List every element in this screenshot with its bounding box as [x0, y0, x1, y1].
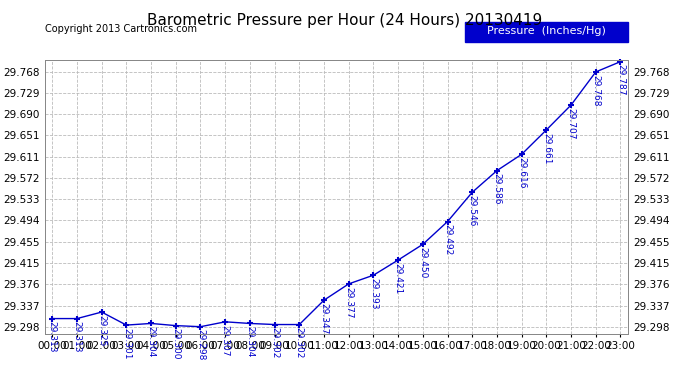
Text: 29.313: 29.313 [72, 321, 81, 353]
Pressure  (Inches/Hg) [320, 298, 328, 302]
Pressure  (Inches/Hg) [591, 70, 600, 74]
Pressure  (Inches/Hg) [518, 152, 526, 157]
Pressure  (Inches/Hg) [48, 316, 57, 321]
Pressure  (Inches/Hg) [567, 103, 575, 107]
Line: Pressure  (Inches/Hg): Pressure (Inches/Hg) [49, 58, 624, 330]
Text: 29.421: 29.421 [393, 263, 403, 294]
Text: 29.307: 29.307 [221, 325, 230, 356]
FancyBboxPatch shape [464, 22, 628, 42]
Pressure  (Inches/Hg) [172, 323, 180, 328]
Text: 29.377: 29.377 [344, 286, 353, 318]
Text: Pressure  (Inches/Hg): Pressure (Inches/Hg) [487, 26, 606, 36]
Text: 29.347: 29.347 [319, 303, 328, 334]
Text: 29.586: 29.586 [493, 173, 502, 205]
Pressure  (Inches/Hg) [369, 273, 377, 278]
Text: Barometric Pressure per Hour (24 Hours) 20130419: Barometric Pressure per Hour (24 Hours) … [148, 13, 542, 28]
Pressure  (Inches/Hg) [221, 320, 229, 324]
Text: 29.302: 29.302 [270, 327, 279, 358]
Pressure  (Inches/Hg) [147, 321, 155, 326]
Text: 29.298: 29.298 [196, 330, 205, 361]
Pressure  (Inches/Hg) [295, 322, 304, 327]
Text: 29.301: 29.301 [122, 328, 131, 359]
Pressure  (Inches/Hg) [394, 258, 402, 262]
Pressure  (Inches/Hg) [444, 219, 452, 224]
Pressure  (Inches/Hg) [468, 190, 476, 195]
Pressure  (Inches/Hg) [246, 321, 254, 326]
Pressure  (Inches/Hg) [73, 316, 81, 321]
Text: 29.616: 29.616 [518, 157, 526, 189]
Text: 29.546: 29.546 [468, 195, 477, 226]
Pressure  (Inches/Hg) [616, 59, 624, 64]
Text: 29.304: 29.304 [246, 326, 255, 358]
Pressure  (Inches/Hg) [493, 168, 501, 173]
Text: 29.707: 29.707 [566, 108, 575, 139]
Pressure  (Inches/Hg) [419, 242, 427, 246]
Pressure  (Inches/Hg) [122, 323, 130, 327]
Text: 29.787: 29.787 [616, 64, 625, 96]
Text: 29.300: 29.300 [171, 328, 180, 360]
Text: 29.661: 29.661 [542, 133, 551, 164]
Pressure  (Inches/Hg) [97, 310, 106, 314]
Pressure  (Inches/Hg) [270, 322, 279, 327]
Pressure  (Inches/Hg) [344, 282, 353, 286]
Text: 29.393: 29.393 [369, 278, 378, 309]
Text: 29.325: 29.325 [97, 315, 106, 346]
Text: 29.450: 29.450 [418, 247, 427, 279]
Pressure  (Inches/Hg) [542, 128, 551, 132]
Text: 29.304: 29.304 [146, 326, 155, 358]
Text: Copyright 2013 Cartronics.com: Copyright 2013 Cartronics.com [45, 24, 197, 34]
Text: 29.313: 29.313 [48, 321, 57, 353]
Text: 29.768: 29.768 [591, 75, 600, 106]
Text: 29.492: 29.492 [443, 224, 452, 256]
Pressure  (Inches/Hg) [197, 324, 205, 329]
Text: 29.302: 29.302 [295, 327, 304, 358]
